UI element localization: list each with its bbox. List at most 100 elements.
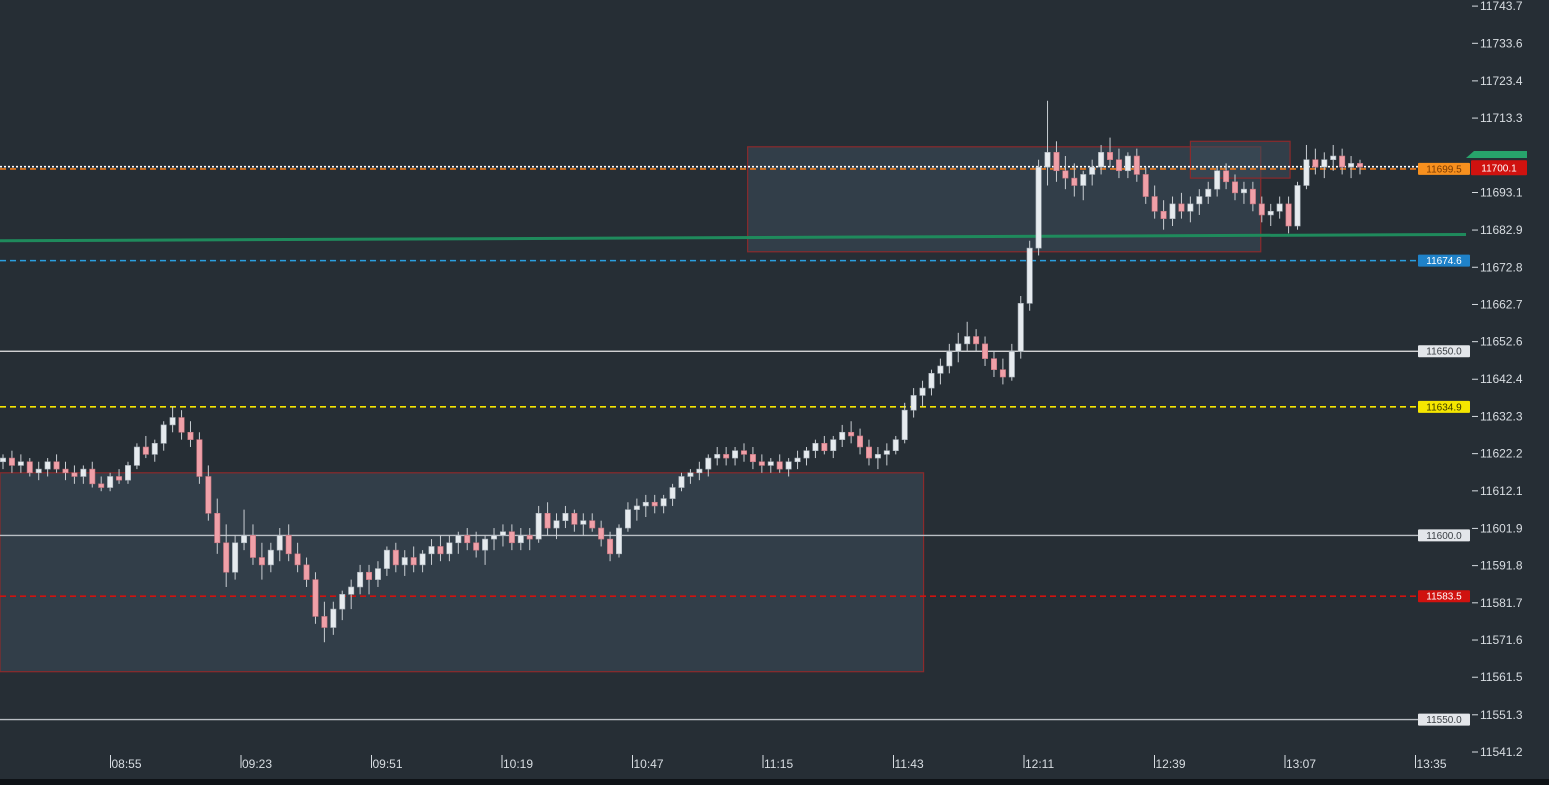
y-tick-label: 11662.7 [1480,297,1523,311]
small-zone [1189,140,1291,179]
y-tick-label: 11612.1 [1480,484,1523,498]
candle-body [473,542,480,551]
candle-body [142,446,149,455]
y-tick-label: 11672.8 [1480,260,1523,274]
x-tick-label: 08:55 [112,757,142,771]
candle-body [830,439,837,451]
candle-body [821,443,828,451]
candle-body [410,557,417,566]
candle-body [187,431,194,440]
candle-body [1357,163,1363,168]
candle-body [1240,188,1247,194]
candle-body [437,546,444,555]
candle-body [455,535,462,544]
candle-body [1053,152,1060,172]
candle-body [1258,203,1265,216]
candle-body [580,520,587,525]
price-tag [1471,160,1527,176]
x-tick-label: 09:51 [373,757,403,771]
candle-body [1142,174,1149,197]
candle-body [303,564,310,580]
x-tick-label: 12:39 [1156,757,1186,771]
candle-body [1249,188,1256,205]
candle-body [1232,181,1238,194]
candle-body [1124,155,1131,172]
candle-body [803,450,810,459]
candle-body [232,542,239,573]
candle-body [1071,177,1078,186]
candles-layer [0,100,1363,643]
x-tick-label: 13:35 [1417,757,1447,771]
candle-body [660,498,667,507]
x-tick-label: 09:23 [242,757,272,771]
candle-body [1008,350,1015,378]
candle-body [607,538,614,555]
price-tag-label: 11634.9 [1426,402,1462,413]
candle-body [1196,196,1203,205]
candle-body [151,443,158,455]
candle-body [1017,303,1024,352]
candle-body [357,571,364,588]
y-axis[interactable]: 11743.7 11733.6 11723.4 11713.3 11693.1 11682… [1472,0,1523,759]
candle-body [366,571,373,580]
price-tag-label: 11700.1 [1481,164,1517,175]
candle-body [678,476,685,488]
lower-zone [0,472,925,673]
candle-body [1133,155,1140,175]
candle-body [946,350,953,367]
candle-body [794,457,801,463]
candle-body [1330,155,1337,161]
x-axis[interactable]: 2708:5509:2309:5110:1910:4711:1511:4312:… [0,755,1447,771]
trend-price-tag [1466,151,1527,158]
trend-line-layer [0,232,1467,243]
candle-body [8,457,15,466]
price-tag [1418,400,1470,413]
x-tick-label: 11:15 [764,757,793,771]
candle-body [1062,170,1069,179]
candle-body [982,343,989,359]
y-tick-label: 11551.3 [1480,708,1523,722]
candle-body [857,435,864,448]
candle-body [169,417,176,426]
candle-body [508,531,515,544]
price-tag-label: 11650.0 [1426,347,1462,358]
candle-body [35,468,42,474]
bottom-scrollbar[interactable] [0,779,1549,785]
candle-body [383,549,390,569]
candle-body [53,461,60,470]
y-tick-label: 11693.1 [1480,185,1523,199]
price-tag-label: 11583.5 [1426,592,1462,603]
candle-body [1312,159,1319,168]
candle-body [767,461,774,466]
candle-body [133,446,140,466]
candle-body [553,520,560,529]
x-tick-label: 11:43 [895,757,924,771]
candle-body [973,336,980,345]
candle-body [241,535,248,544]
candle-body [44,461,51,470]
price-tag [1418,713,1470,726]
candle-body [1321,159,1328,168]
candle-body [848,431,855,437]
candle-body [1285,203,1292,227]
candle-body [1303,159,1310,186]
candle-body [1205,188,1212,197]
candle-body [1294,185,1301,227]
candle-body [928,373,935,389]
candle-body [276,535,283,551]
candle-body [785,461,792,470]
candle-body [1223,170,1230,183]
y-tick-label: 11642.4 [1480,372,1523,386]
candle-body [374,568,381,580]
candle-body [499,531,506,536]
candle-body [178,417,185,433]
candle-body [98,483,105,488]
candle-body [839,431,846,440]
candle-body [26,461,33,474]
candle-body [464,535,471,544]
candle-body [964,336,971,345]
candle-body [1107,152,1114,161]
candle-body [348,586,355,595]
candle-body [1089,166,1096,175]
